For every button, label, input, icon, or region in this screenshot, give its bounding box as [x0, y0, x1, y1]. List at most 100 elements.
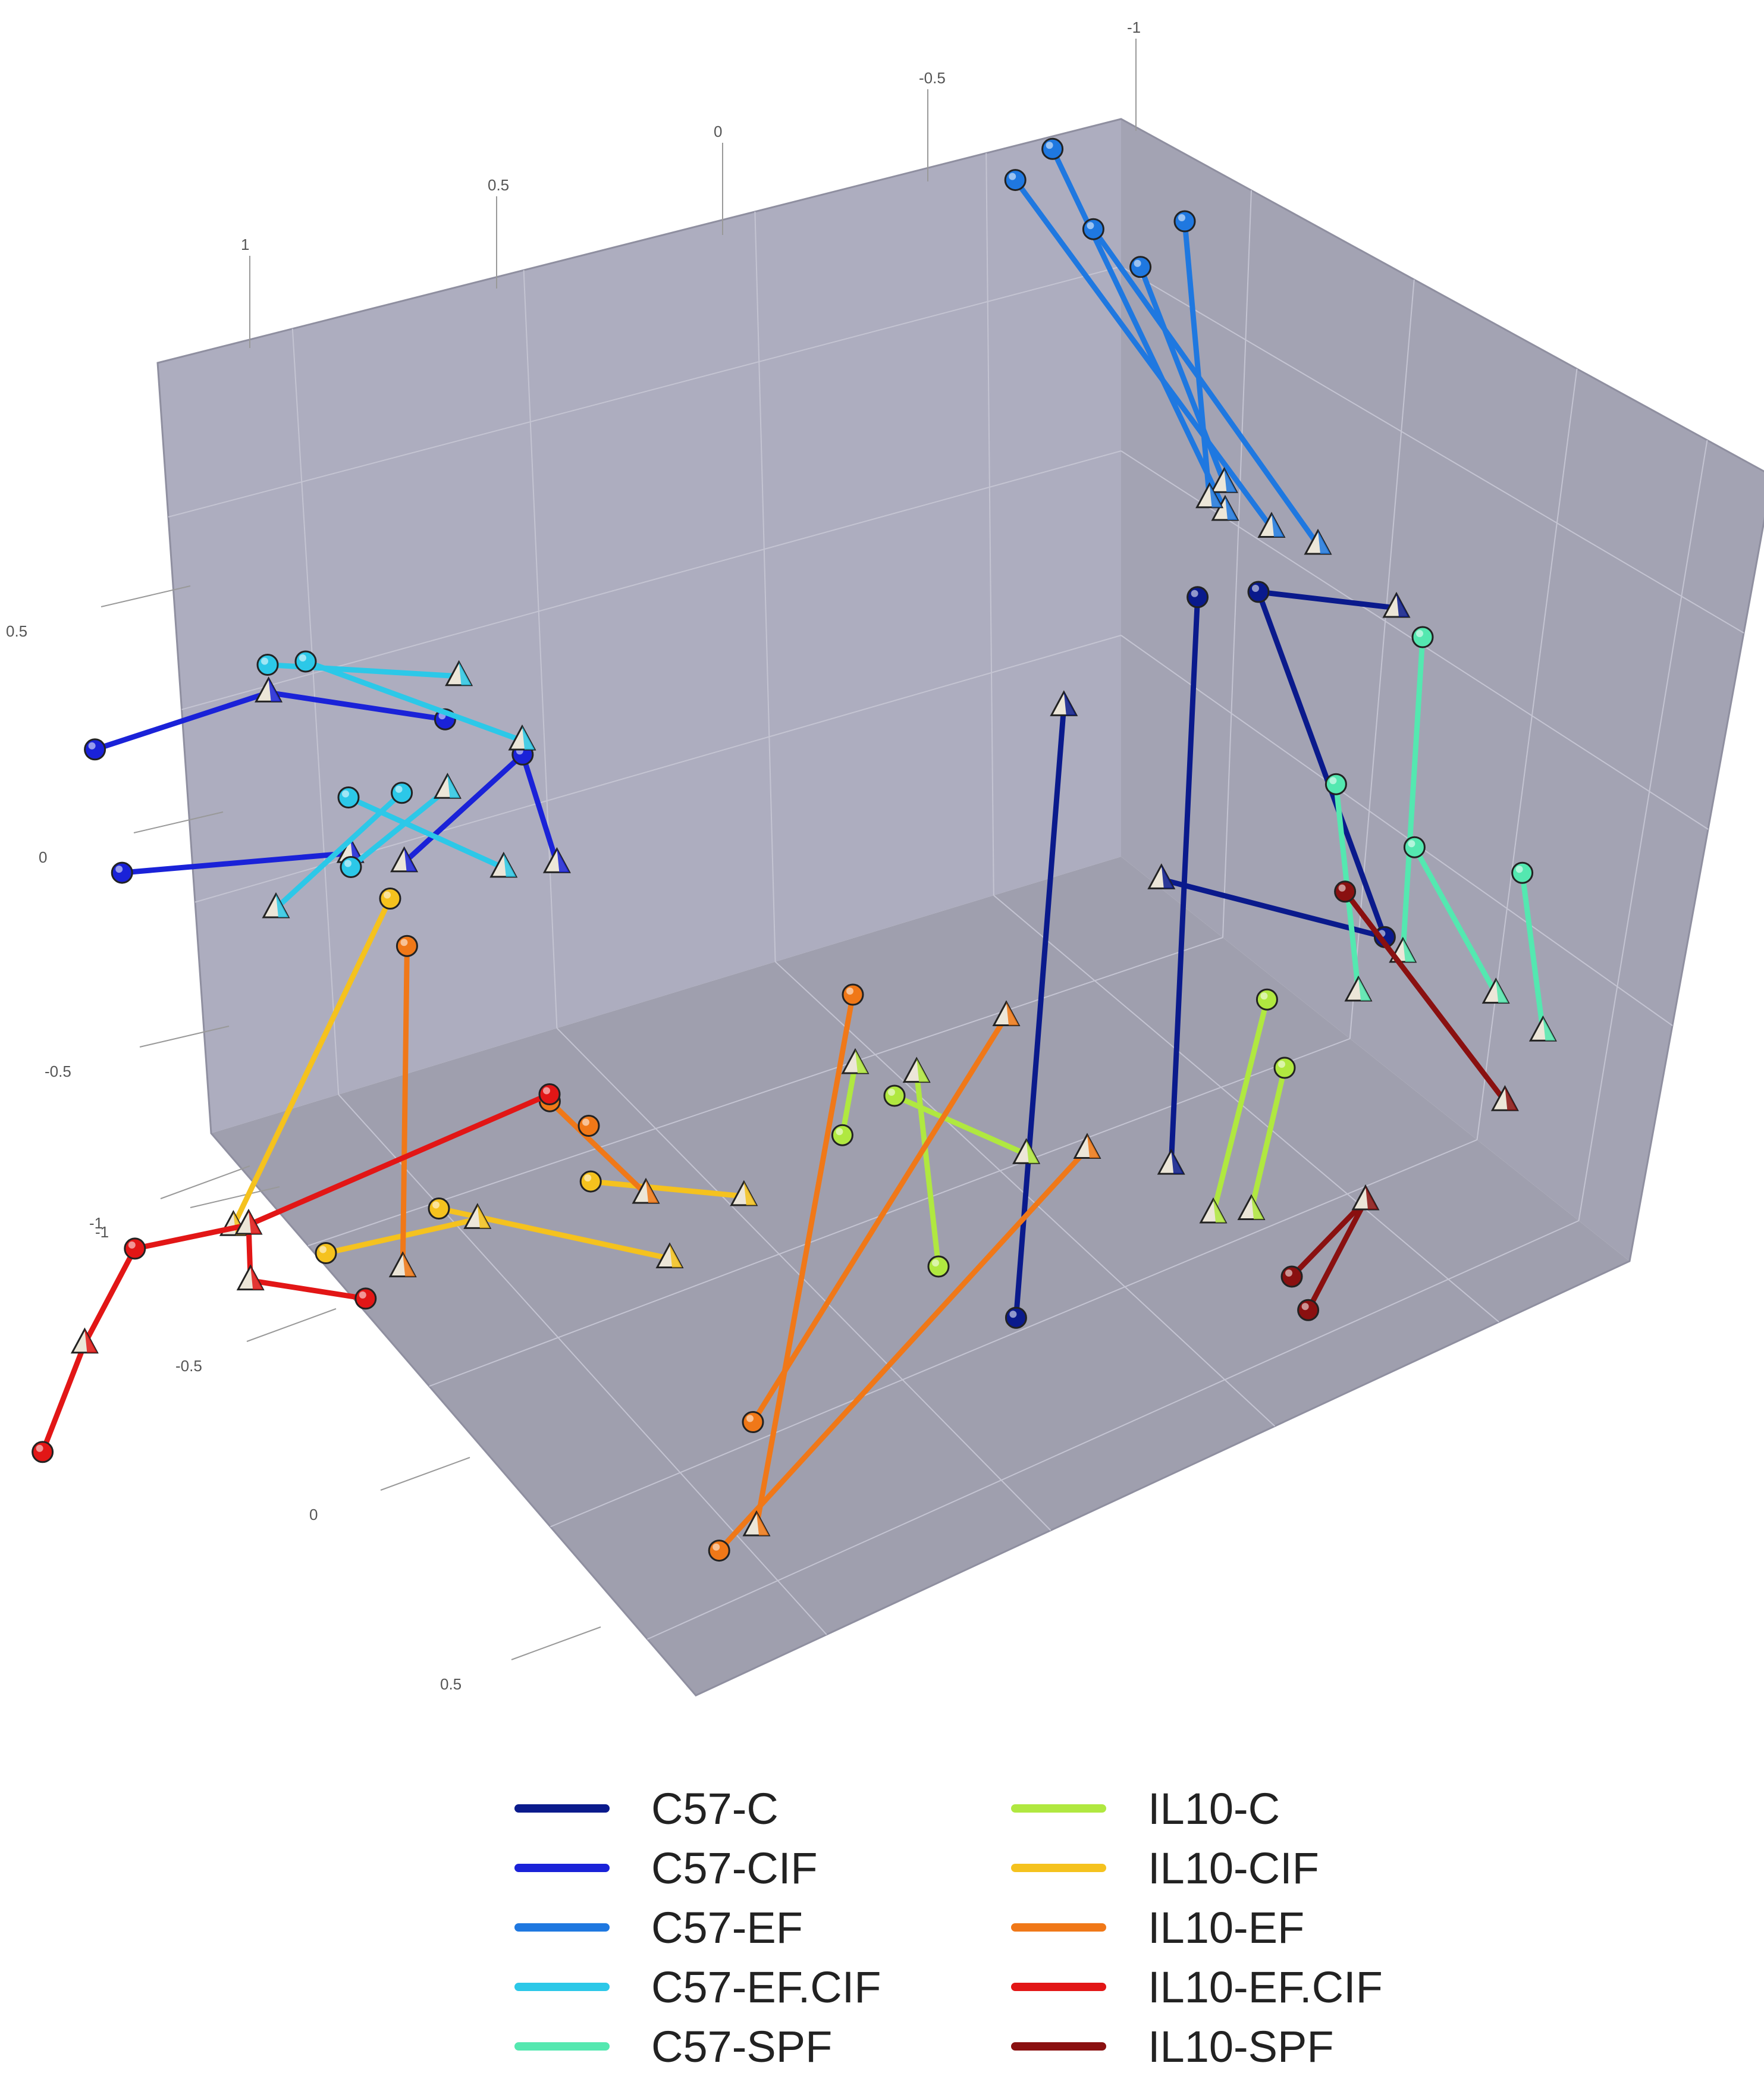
marker-highlight [384, 891, 391, 899]
legend-label: IL10-CIF [1148, 1843, 1319, 1893]
series-line [1411, 844, 1499, 997]
series-il10-c [831, 988, 1296, 1278]
marker-highlight [1009, 1311, 1017, 1318]
series-line [839, 1061, 858, 1138]
series-line [1090, 226, 1321, 548]
pyramid-face [757, 1512, 769, 1535]
series-line [230, 896, 393, 1229]
pyramid-face [1396, 594, 1409, 617]
pyramid-face [459, 662, 472, 685]
marker-highlight [543, 1087, 550, 1095]
marker-highlight [88, 742, 96, 750]
series-line [246, 1092, 553, 1228]
legend-item: IL10-SPF [1011, 2017, 1383, 2076]
legend-label: C57-CIF [651, 1843, 818, 1893]
y-axis-tick [380, 1457, 470, 1491]
legend-item: C57-C [514, 1779, 881, 1838]
side-wall-gridline-v [1222, 190, 1252, 938]
series-line [750, 1014, 1009, 1425]
marker-highlight [395, 785, 403, 793]
series-c57-spf [1324, 626, 1557, 1042]
sphere-marker [428, 1197, 450, 1220]
side-wall-gridline-v [1578, 440, 1708, 1221]
sphere-marker [1324, 773, 1347, 795]
pyramid-face [249, 1211, 261, 1234]
series-line [348, 786, 450, 870]
legend-item: C57-SPF [514, 2017, 881, 2076]
pyramid-face [1209, 484, 1222, 507]
legend-swatch [1011, 1983, 1106, 1991]
marker-highlight [299, 654, 306, 662]
marker-highlight [1278, 1061, 1285, 1068]
series-line [754, 992, 856, 1529]
marker-highlight [319, 1246, 327, 1253]
series-il10-ef-cif [32, 1083, 561, 1463]
back-wall-gridline-v [754, 211, 776, 962]
y-axis-tick-label: 0.5 [440, 1675, 462, 1693]
x-axis-tick-label: -0.5 [919, 69, 946, 87]
pyramid-face [670, 1244, 682, 1268]
series-line [303, 659, 525, 744]
sphere-marker [538, 1083, 561, 1105]
series-il10-ef [388, 935, 1101, 1562]
series-line [247, 1278, 369, 1302]
series-line [1400, 634, 1426, 956]
marker-highlight [1285, 1269, 1292, 1277]
series-line [81, 1246, 138, 1347]
marker-highlight [1252, 585, 1259, 592]
series-line [1342, 889, 1508, 1104]
series-line [547, 1098, 649, 1197]
series-line [1168, 594, 1201, 1168]
pyramid-face [350, 839, 363, 863]
series-line [1012, 177, 1275, 531]
pyramid-face [916, 1058, 930, 1082]
legend-swatch [514, 1864, 610, 1872]
sphere-marker [1280, 1265, 1303, 1288]
marker-highlight [359, 1291, 366, 1299]
back-wall [158, 119, 1121, 1133]
y-axis-tick-label: 0 [309, 1506, 318, 1523]
legend-label: C57-EF [651, 1902, 803, 1952]
sphere-marker [340, 856, 362, 878]
pyramid-face [522, 726, 535, 750]
series-il10-spf [1280, 880, 1519, 1321]
y-axis-tick [511, 1626, 601, 1660]
legend-item: C57-EF [514, 1898, 881, 1957]
legend-label: C57-SPF [651, 2021, 833, 2071]
y-axis-tick-label: -0.5 [175, 1357, 202, 1375]
marker-highlight [836, 1128, 843, 1136]
marker-highlight [1301, 1303, 1309, 1311]
legend-label: C57-EF.CIF [651, 1962, 881, 2012]
sphere-marker [927, 1255, 950, 1278]
series-line [132, 1222, 252, 1252]
legend-item: C57-EF.CIF [514, 1957, 881, 2017]
z-axis-tick-label: -0.5 [45, 1062, 71, 1080]
pyramid-face [1213, 1199, 1226, 1222]
sphere-marker [1005, 1306, 1027, 1329]
legend-column-right: IL10-C IL10-CIF IL10-EF IL10-EF.CIF IL10-SPF [1011, 1779, 1383, 2076]
legend-label: IL10-EF [1148, 1902, 1305, 1952]
series-line [1138, 264, 1227, 486]
pyramid-face [403, 1253, 416, 1277]
pyramid-face [557, 849, 570, 873]
legend-item: IL10-C [1011, 1779, 1383, 1838]
legend-swatch [514, 1804, 610, 1813]
marker-highlight [432, 1201, 440, 1209]
marker-highlight [712, 1543, 720, 1551]
back-wall-gridline-h [168, 266, 1122, 518]
pyramid-face [855, 1050, 868, 1073]
y-axis-tick [160, 1165, 250, 1199]
legend-item: C57-CIF [514, 1838, 881, 1898]
pyramid-face [1006, 1002, 1019, 1026]
legend-label: IL10-C [1148, 1783, 1280, 1833]
plot-box [156, 118, 1764, 1697]
pyramid-face [1505, 1087, 1518, 1111]
pyramid-face [276, 894, 288, 917]
floor-gridline-depth [338, 1094, 827, 1635]
floor-gridline-width [429, 1038, 1351, 1387]
sphere-marker [337, 786, 360, 808]
series-line [40, 1341, 87, 1455]
series-line [1182, 218, 1213, 501]
sphere-marker [1187, 586, 1209, 609]
legend-swatch [1011, 1923, 1106, 1932]
